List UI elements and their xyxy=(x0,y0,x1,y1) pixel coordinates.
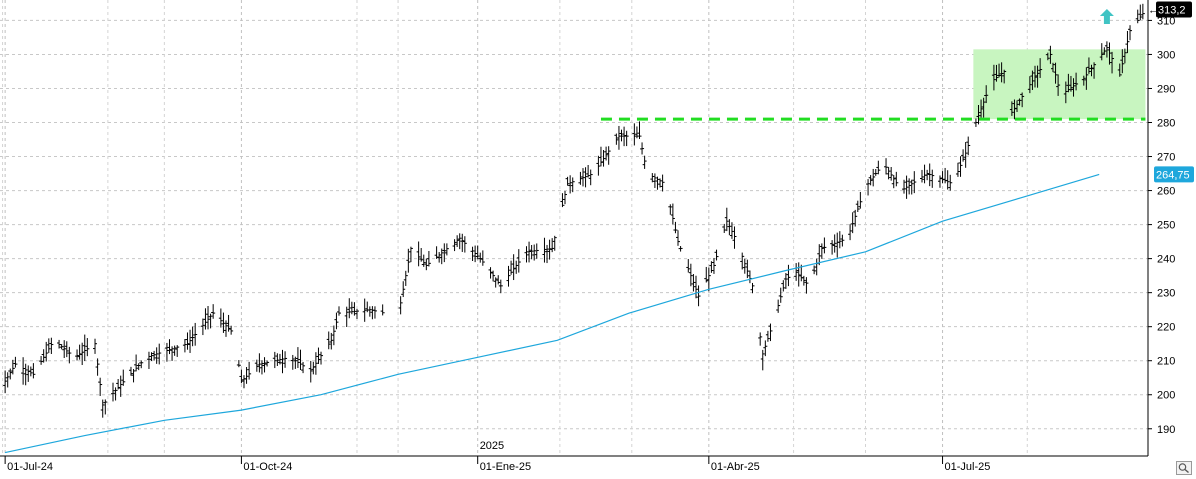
y-tick-label: 300 xyxy=(1157,49,1175,61)
y-tick-label: 310 xyxy=(1157,15,1175,27)
y-tick-label: 260 xyxy=(1157,186,1175,198)
y-tick-label: 220 xyxy=(1157,322,1175,334)
last-price-label: 313,2 xyxy=(1158,5,1186,17)
y-axis-ticks: 190 200 210 220 230 240 250 260 270 280 290 300 310 xyxy=(1148,15,1175,436)
y-tick-label: 270 xyxy=(1157,152,1175,164)
x-tick-label: 01-Oct-24 xyxy=(243,461,292,473)
y-tick-label: 280 xyxy=(1157,118,1175,130)
moving-average-badge-bg xyxy=(1154,166,1194,183)
up-arrow-icon xyxy=(1099,9,1114,25)
magnifier-icon[interactable] xyxy=(1176,461,1192,475)
grid xyxy=(0,0,1148,456)
price-bars xyxy=(3,3,1145,418)
x-tick-label: 01-Ene-25 xyxy=(480,461,531,473)
y-tick-label: 290 xyxy=(1157,83,1175,95)
x-tick-label: 01-Jul-25 xyxy=(945,461,991,473)
x-axis-ticks: 01-Jul-24 01-Oct-24 01-Ene-25 01-Abr-25 01-J… xyxy=(4,456,991,473)
last-price-badge-bg xyxy=(1156,1,1192,18)
y-tick-label: 190 xyxy=(1157,424,1175,436)
x-tick-label: 01-Abr-25 xyxy=(711,461,760,473)
last-price-pointer: ← xyxy=(1148,5,1159,17)
year-label: 2025 xyxy=(480,440,504,452)
last-price-badge: ← 313,2 xyxy=(1148,1,1192,18)
y-tick-label: 210 xyxy=(1157,356,1175,368)
x-tick-label: 01-Jul-24 xyxy=(7,461,53,473)
y-tick-label: 250 xyxy=(1157,220,1175,232)
moving-average-line xyxy=(4,173,1100,454)
moving-average-badge: 264,75 xyxy=(1154,166,1194,183)
y-tick-label: 200 xyxy=(1157,390,1175,402)
y-tick-label: 240 xyxy=(1157,254,1175,266)
moving-average-label: 264,75 xyxy=(1156,169,1190,181)
y-tick-label: 230 xyxy=(1157,288,1175,300)
consolidation-range-box xyxy=(973,49,1146,120)
